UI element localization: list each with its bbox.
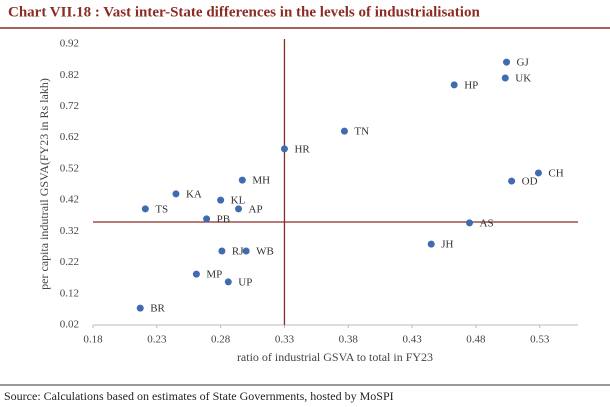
- y-tick-label: 0.92: [60, 38, 79, 50]
- point: [136, 304, 144, 312]
- y-tick-label: 0.42: [60, 194, 79, 206]
- x-tick-label: 0.18: [83, 334, 103, 346]
- point-label: MP: [206, 269, 222, 281]
- x-axis-label: ratio of industrial GSVA to total in FY2…: [237, 350, 433, 364]
- point: [141, 205, 149, 213]
- point: [508, 177, 516, 185]
- point-label: GJ: [517, 57, 530, 69]
- x-tick-label: 0.23: [147, 334, 167, 346]
- point: [340, 127, 348, 135]
- point: [534, 169, 542, 177]
- point-label: HR: [294, 143, 310, 155]
- point-label: RJ: [232, 246, 244, 258]
- point-label: KA: [186, 188, 202, 200]
- point: [192, 270, 200, 278]
- chart-title: Chart VII.18 : Vast inter-State differen…: [8, 4, 480, 20]
- source: Source: Calculations based on estimates …: [4, 389, 394, 403]
- point: [280, 145, 288, 153]
- point: [172, 190, 180, 198]
- point-label: UK: [515, 73, 531, 85]
- x-tick-label: 0.38: [339, 334, 359, 346]
- x-tick-label: 0.43: [402, 334, 422, 346]
- point: [218, 247, 226, 255]
- point: [501, 74, 509, 82]
- point-label: TN: [354, 126, 369, 138]
- point: [203, 215, 211, 223]
- x-tick-label: 0.53: [530, 334, 550, 346]
- y-tick-label: 0.82: [60, 69, 79, 81]
- point: [427, 240, 435, 248]
- x-tick-label: 0.48: [466, 334, 486, 346]
- point: [238, 176, 246, 184]
- point-label: OD: [522, 176, 538, 188]
- x-tick-label: 0.33: [275, 334, 295, 346]
- point: [242, 247, 250, 255]
- point-label: AS: [480, 217, 494, 229]
- point-label: TS: [155, 203, 168, 215]
- point: [466, 219, 474, 227]
- point-label: JH: [441, 239, 453, 251]
- y-tick-label: 0.02: [60, 319, 79, 331]
- point: [224, 278, 232, 286]
- x-tick-label: 0.28: [211, 334, 231, 346]
- point: [217, 196, 225, 204]
- y-tick-label: 0.22: [60, 256, 79, 268]
- y-tick-label: 0.72: [60, 100, 79, 112]
- y-axis-label: per capita indutrail GSVA(FY23 in Rs lak…: [37, 78, 51, 290]
- point-label: UP: [238, 276, 252, 288]
- point: [450, 81, 458, 89]
- y-tick-label: 0.12: [60, 287, 79, 299]
- point-label: PB: [217, 213, 230, 225]
- y-tick-label: 0.52: [60, 162, 79, 174]
- point: [235, 205, 242, 213]
- point-label: AP: [249, 203, 263, 215]
- point-label: MH: [252, 175, 270, 187]
- point-label: KL: [231, 195, 246, 207]
- point-label: BR: [150, 303, 165, 315]
- y-tick-label: 0.62: [60, 131, 79, 143]
- point: [503, 58, 511, 66]
- point-label: WB: [256, 246, 274, 258]
- point-label: HP: [464, 79, 478, 91]
- point-label: CH: [548, 167, 563, 179]
- y-tick-label: 0.32: [60, 225, 79, 237]
